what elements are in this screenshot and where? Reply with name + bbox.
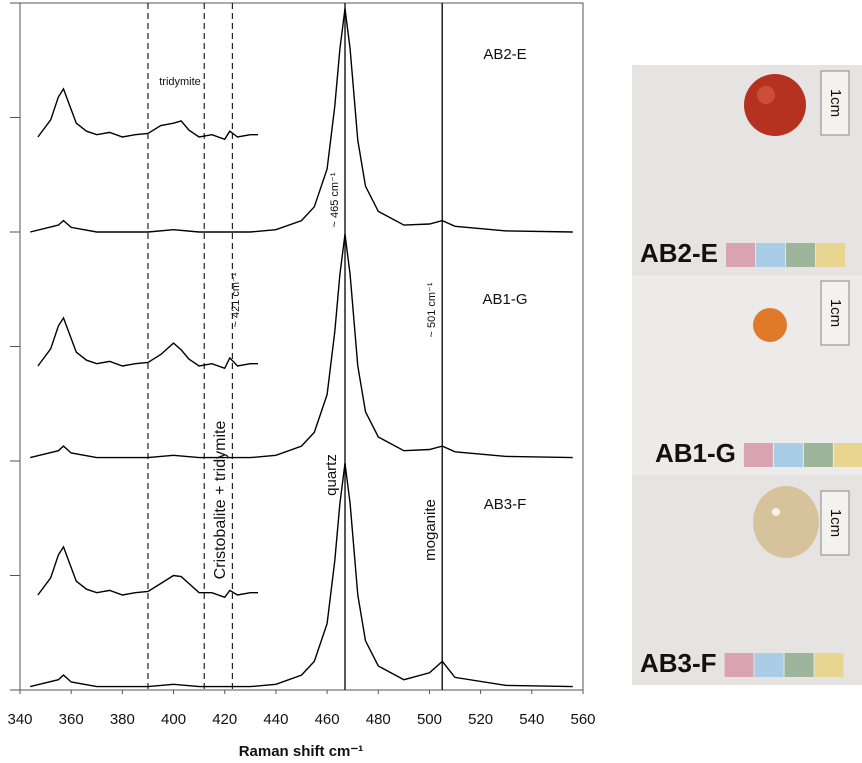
scale-box xyxy=(820,70,850,136)
sample-label: AB2-E xyxy=(640,238,718,268)
x-tick-label: 520 xyxy=(468,711,493,728)
plot-frame xyxy=(19,2,584,691)
annotation: ~ 421 cm⁻¹ xyxy=(230,272,242,327)
x-tick-label: 360 xyxy=(59,711,84,728)
color-swatch xyxy=(803,443,833,467)
scale-box xyxy=(820,280,850,346)
color-swatch xyxy=(754,653,784,677)
spectrum-line xyxy=(30,463,573,688)
spectrum-line xyxy=(30,8,573,233)
scale-box xyxy=(820,490,850,556)
spectrum-label: AB3-F xyxy=(484,496,527,513)
spectrum-line xyxy=(37,316,258,370)
annotation: Cristobalite + tridymite xyxy=(212,421,229,580)
color-swatch xyxy=(756,243,786,267)
annotation: ~ 465 cm⁻¹ xyxy=(329,172,341,227)
color-swatch xyxy=(814,653,844,677)
annotation: tridymite xyxy=(159,76,201,88)
spectrum-line xyxy=(30,234,573,459)
annotation: ~ 501 cm⁻¹ xyxy=(426,282,438,337)
bead-highlight xyxy=(772,508,780,516)
x-tick-label: 420 xyxy=(212,711,237,728)
x-tick-label: 480 xyxy=(366,711,391,728)
x-tick-label: 540 xyxy=(519,711,544,728)
spectrum-line xyxy=(37,545,258,599)
annotation: moganite xyxy=(422,499,439,561)
color-swatch xyxy=(743,443,773,467)
bead-highlight xyxy=(757,86,775,104)
bead xyxy=(753,486,819,558)
scale-label: 1cm xyxy=(827,509,844,537)
color-swatch xyxy=(784,653,814,677)
x-tick-label: 380 xyxy=(110,711,135,728)
scale-label: 1cm xyxy=(827,299,844,327)
color-swatch xyxy=(724,653,754,677)
x-tick-label: 560 xyxy=(570,711,595,728)
color-swatch xyxy=(816,243,846,267)
bead xyxy=(744,74,806,136)
x-axis-label: Raman shift cm⁻¹ xyxy=(239,743,364,760)
x-tick-label: 400 xyxy=(161,711,186,728)
color-swatch xyxy=(833,443,862,467)
x-tick-label: 340 xyxy=(7,711,32,728)
spectrum-label: AB1-G xyxy=(482,291,527,308)
x-tick-label: 500 xyxy=(417,711,442,728)
spectrum-line xyxy=(37,87,258,141)
spectrum-label: AB2-E xyxy=(483,46,526,63)
x-tick-label: 460 xyxy=(315,711,340,728)
photo-panel xyxy=(632,65,862,685)
x-tick-label: 440 xyxy=(263,711,288,728)
sample-label: AB1-G xyxy=(655,438,736,468)
color-swatch xyxy=(726,243,756,267)
sample-label: AB3-F xyxy=(640,648,717,678)
bead xyxy=(753,308,787,342)
scale-label: 1cm xyxy=(827,89,844,117)
color-swatch xyxy=(786,243,816,267)
annotation: quartz xyxy=(323,454,340,496)
color-swatch xyxy=(773,443,803,467)
